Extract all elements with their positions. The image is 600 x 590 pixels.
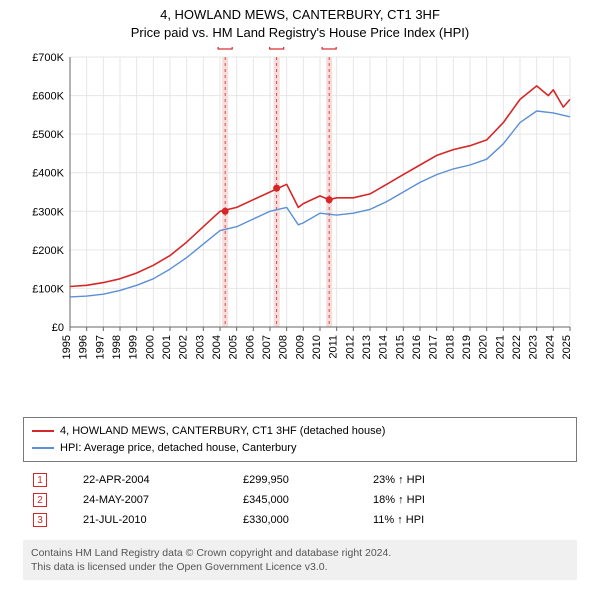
x-tick-label: 2011 [328,335,340,359]
y-tick-label: £0 [52,322,64,334]
x-tick-label: 2013 [361,335,373,359]
x-tick-label: 2000 [144,335,156,359]
sales-row-date: 24-MAY-2007 [53,494,243,506]
legend-swatch [32,447,54,449]
x-tick-label: 2022 [511,335,523,359]
title-line-1: 4, HOWLAND MEWS, CANTERBURY, CT1 3HF [0,6,600,24]
sales-table: 1 22-APR-2004£299,95023% ↑ HPI 2 24-MAY-200… [23,470,577,530]
title-line-2: Price paid vs. HM Land Registry's House … [0,24,600,42]
x-tick-label: 2004 [211,335,223,359]
sales-row: 1 22-APR-2004£299,95023% ↑ HPI [23,470,577,490]
sale-dot [326,196,333,203]
legend-row: 4, HOWLAND MEWS, CANTERBURY, CT1 3HF (de… [32,423,568,440]
sales-row: 3 21-JUL-2010£330,00011% ↑ HPI [23,510,577,530]
sales-row-marker: 3 [33,513,47,527]
x-tick-label: 2009 [294,335,306,359]
sales-row-date: 22-APR-2004 [53,474,243,486]
sale-marker-number: 2 [274,47,280,48]
legend-row: HPI: Average price, detached house, Cant… [32,440,568,457]
y-tick-label: £700K [32,52,64,64]
y-tick-label: £400K [32,168,64,180]
sales-row-diff: 18% ↑ HPI [373,494,493,506]
attribution: Contains HM Land Registry data © Crown c… [23,540,577,580]
x-tick-label: 2024 [544,335,556,359]
legend-label: 4, HOWLAND MEWS, CANTERBURY, CT1 3HF (de… [60,423,385,440]
sales-row-price: £345,000 [243,494,373,506]
x-tick-label: 2010 [311,335,323,359]
sales-row-date: 21-JUL-2010 [53,514,243,526]
x-tick-label: 2001 [161,335,173,359]
sales-row-marker: 1 [33,473,47,487]
y-tick-label: £300K [32,206,64,218]
x-tick-label: 2005 [228,335,240,359]
x-tick-label: 2020 [478,335,490,359]
legend: 4, HOWLAND MEWS, CANTERBURY, CT1 3HF (de… [23,417,577,462]
x-tick-label: 2002 [178,335,190,359]
legend-label: HPI: Average price, detached house, Cant… [60,440,296,457]
x-tick-label: 2003 [194,335,206,359]
sale-marker-number: 1 [222,47,228,48]
sales-row-diff: 23% ↑ HPI [373,474,493,486]
x-tick-label: 1999 [128,335,140,359]
x-tick-label: 1995 [61,335,73,359]
sale-dot [222,208,229,215]
sales-row: 2 24-MAY-2007£345,00018% ↑ HPI [23,490,577,510]
x-tick-label: 2021 [494,335,506,359]
sales-row-diff: 11% ↑ HPI [373,514,493,526]
sales-row-price: £330,000 [243,514,373,526]
x-tick-label: 2014 [378,335,390,359]
page-root: 4, HOWLAND MEWS, CANTERBURY, CT1 3HF Pri… [0,0,600,590]
x-tick-label: 1997 [94,335,106,359]
x-tick-label: 1996 [78,335,90,359]
legend-swatch [32,430,54,432]
x-tick-label: 1998 [111,335,123,359]
x-tick-label: 2025 [561,335,573,359]
x-tick-label: 2007 [261,335,273,359]
sales-row-price: £299,950 [243,474,373,486]
x-tick-label: 2023 [528,335,540,359]
y-tick-label: £200K [32,245,64,257]
y-tick-label: £600K [32,91,64,103]
y-tick-label: £500K [32,129,64,141]
sale-marker-number: 3 [326,47,332,48]
x-tick-label: 2012 [344,335,356,359]
chart-svg: £0 £100K £200K £300K £400K £500K £600K £700K 199… [20,47,580,377]
x-tick-label: 2017 [428,335,440,359]
x-tick-label: 2015 [394,335,406,359]
title-block: 4, HOWLAND MEWS, CANTERBURY, CT1 3HF Pri… [0,0,600,41]
attribution-line-1: Contains HM Land Registry data © Crown c… [31,546,569,560]
x-tick-label: 2006 [244,335,256,359]
attribution-line-2: This data is licensed under the Open Gov… [31,560,569,574]
x-tick-label: 2019 [461,335,473,359]
sales-row-marker: 2 [33,493,47,507]
y-tick-label: £100K [32,284,64,296]
x-tick-label: 2008 [278,335,290,359]
chart: £0 £100K £200K £300K £400K £500K £600K £700K 199… [20,47,580,377]
x-tick-label: 2016 [411,335,423,359]
x-tick-label: 2018 [444,335,456,359]
sale-dot [273,185,280,192]
